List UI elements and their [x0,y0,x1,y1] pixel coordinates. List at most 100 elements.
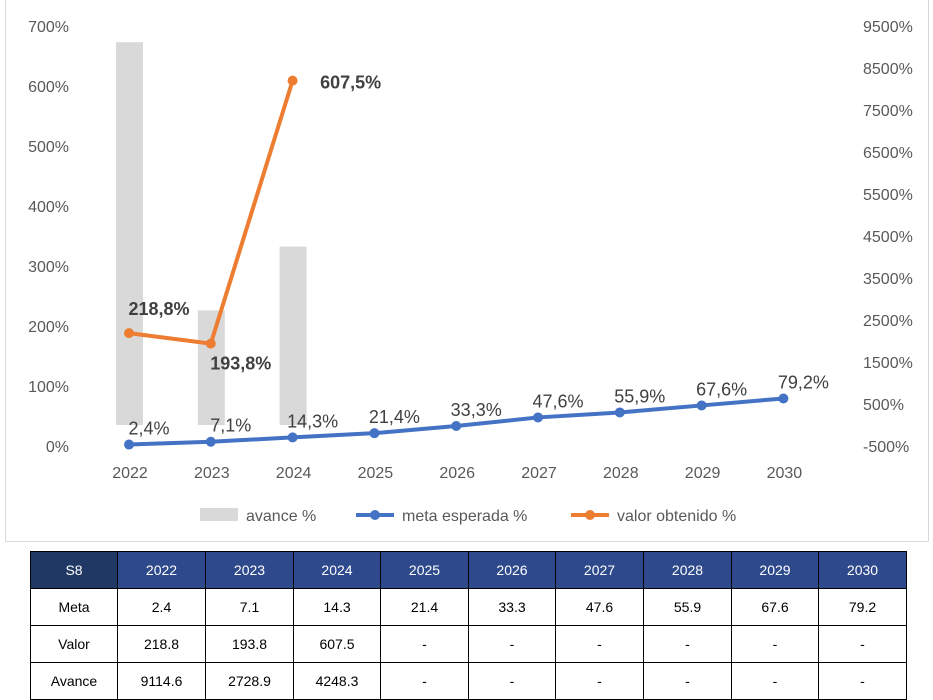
table-row-valor: Valor 218.8 193.8 607.5 - - - - - - [30,625,907,663]
chart-frame: 0% 100% 200% 300% 400% 500% 600% 700% -500% 500% 1… [5,0,929,542]
data-table: S8 2022 2023 2024 2025 2026 2027 2028 20… [30,551,907,700]
table-cell: 607.5 [293,625,381,663]
meta-esperada-data-label: 7,1% [210,416,251,436]
table-cell: - [555,625,644,663]
right-axis-tick-label: 6500% [863,145,913,162]
table-cell: - [468,625,556,663]
table-year-header: 2025 [380,551,469,589]
table-corner-cell: S8 [30,551,118,589]
table-cell: 33.3 [468,588,556,626]
left-axis-tick-label: 400% [28,199,69,216]
meta-esperada-point [696,400,707,411]
table-row-label: Avance [30,662,118,700]
table-cell: 7.1 [205,588,294,626]
meta-esperada-point [205,436,216,447]
x-axis-tick-label: 2024 [276,465,312,482]
left-axis-tick-label: 300% [28,259,69,276]
meta-esperada-point [369,428,380,439]
legend-swatch-avance [200,508,238,521]
right-axis-tick-label: 4500% [863,229,913,246]
valor-obtenido-point [124,328,134,339]
valor-obtenido-point [205,338,216,349]
x-axis-tick-label: 2022 [112,465,148,482]
table-year-header: 2023 [205,551,294,589]
meta-esperada-point [614,407,625,418]
legend-label-valor-obtenido: valor obtenido % [617,508,736,525]
left-axis-tick-label: 0% [46,439,69,456]
table-cell: 218.8 [117,625,206,663]
table-row-avance: Avance 9114.6 2728.9 4248.3 - - - - - - [30,662,907,700]
table-cell: 47.6 [555,588,644,626]
meta-esperada-data-label: 33,3% [451,400,502,420]
table-row-meta: Meta 2.4 7.1 14.3 21.4 33.3 47.6 55.9 67… [30,588,907,626]
left-axis-tick-label: 500% [28,139,69,156]
table-cell: 14.3 [293,588,381,626]
meta-esperada-point [778,393,789,404]
x-axis-tick-label: 2030 [767,465,803,482]
meta-esperada-point [287,432,298,443]
right-axis-tick-label: 7500% [863,103,913,120]
avance-bar [279,246,307,425]
table-cell: 2.4 [117,588,206,626]
valor-obtenido-point [287,75,298,86]
left-axis-tick-label: 600% [28,79,69,96]
left-axis-tick-label: 200% [28,319,69,336]
right-axis-tick-label: 8500% [863,61,913,78]
x-axis-tick-label: 2027 [521,465,557,482]
x-axis-tick-label: 2023 [194,465,230,482]
table-cell: 4248.3 [293,662,381,700]
meta-esperada-data-label: 67,6% [696,379,747,399]
x-axis-tick-label: 2029 [685,465,721,482]
table-header-row: S8 2022 2023 2024 2025 2026 2027 2028 20… [30,551,907,589]
table-year-header: 2026 [468,551,556,589]
table-cell: - [643,625,732,663]
table-cell: - [555,662,644,700]
meta-esperada-point [533,412,543,423]
table-cell: - [380,625,469,663]
legend-label-meta-esperada: meta esperada % [402,508,527,525]
meta-esperada-data-label: 55,9% [614,386,665,406]
x-axis-tick-label: 2025 [358,465,394,482]
table-cell: 21.4 [380,588,469,626]
legend-label-avance: avance % [246,508,316,525]
table-row-label: Valor [30,625,118,663]
table-cell: - [643,662,732,700]
table-cell: - [380,662,469,700]
valor-obtenido-data-label: 607,5% [320,73,381,93]
right-axis-tick-label: -500% [863,439,909,456]
legend-marker-meta-esperada [370,510,380,520]
right-axis-tick-label: 5500% [863,187,913,204]
table-row-label: Meta [30,588,118,626]
table-cell: - [818,625,907,663]
table-year-header: 2030 [818,551,907,589]
table-cell: - [731,662,819,700]
avance-bar [197,310,225,425]
x-axis-tick-label: 2026 [439,465,475,482]
table-year-header: 2022 [117,551,206,589]
valor-obtenido-data-label: 193,8% [210,354,271,374]
table-cell: - [468,662,556,700]
left-axis-tick-label: 700% [28,19,69,36]
avance-bar [116,42,143,425]
right-axis-tick-label: 1500% [863,355,913,372]
table-year-header: 2024 [293,551,381,589]
legend-marker-valor-obtenido [585,510,595,520]
table-cell: - [818,662,907,700]
right-axis-tick-label: 500% [863,397,904,414]
meta-esperada-point [451,421,462,432]
meta-esperada-data-label: 14,3% [287,411,338,431]
table-cell: - [731,625,819,663]
table-cell: 67.6 [731,588,819,626]
table-cell: 79.2 [818,588,907,626]
left-axis-tick-label: 100% [28,379,69,396]
table-cell: 55.9 [643,588,732,626]
table-cell: 2728.9 [205,662,294,700]
meta-esperada-data-label: 79,2% [778,372,829,392]
meta-esperada-data-label: 47,6% [532,391,583,411]
right-axis-tick-label: 9500% [863,19,913,36]
table-cell: 9114.6 [117,662,206,700]
table-year-header: 2028 [643,551,732,589]
meta-esperada-data-label: 2,4% [128,419,169,439]
valor-obtenido-data-label: 218,8% [128,299,189,319]
x-axis-tick-label: 2028 [603,465,639,482]
